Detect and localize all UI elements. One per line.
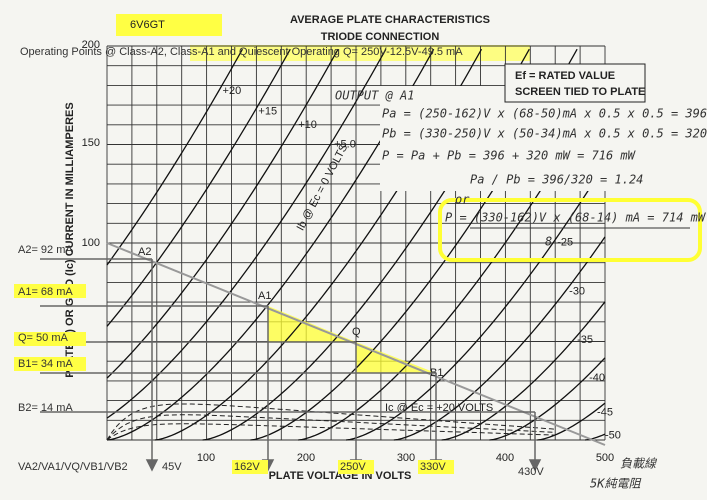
point-label: B1	[430, 367, 443, 379]
plate-curve	[106, 48, 435, 441]
highlight	[338, 460, 374, 474]
hand-line: Pa = (250-162)V x (68-50)mA x 0.5 x 0.5 …	[382, 107, 707, 121]
hand-heading: OUTPUT @ A1	[335, 89, 414, 103]
highlight	[14, 357, 86, 371]
point-label: A2	[138, 246, 151, 258]
curve-label: -25	[557, 237, 573, 249]
grid-current-curve	[106, 414, 556, 441]
hand-line: Pa / Pb = 396/320 = 1.24	[470, 173, 643, 187]
plate-curve	[537, 402, 606, 441]
curve-label: +15	[258, 106, 277, 118]
x-tick-label: 500	[596, 452, 614, 464]
note-box	[504, 63, 646, 103]
voltage-value: 162V	[234, 461, 260, 473]
hand-divisor: 8	[545, 235, 552, 249]
y-tick-label: 100	[82, 237, 100, 249]
hand-note: 5K純電阻	[590, 477, 641, 491]
current-label: Q= 50 mA	[18, 332, 68, 344]
grid-current-curve	[106, 403, 556, 441]
current-label: B2= 14 mA	[18, 402, 73, 414]
triangle-a	[268, 306, 356, 342]
plate-curve	[106, 48, 387, 419]
note-bg	[380, 86, 655, 191]
curve-label: -45	[597, 406, 613, 418]
highlight	[418, 460, 454, 474]
current-label: A1= 68 mA	[18, 286, 73, 298]
highlight	[232, 460, 268, 474]
highlight	[14, 332, 86, 346]
hand-alt: P = (330-162)V x (68-14) mA = 714 mW	[445, 211, 707, 225]
voltage-value: 45V	[162, 461, 182, 473]
plate-curve	[441, 301, 606, 441]
grid-current-label: Ic @ Ec = +20 VOLTS	[385, 402, 493, 414]
x-tick-label: 400	[496, 452, 514, 464]
y-tick-label: 150	[82, 137, 100, 149]
curve-label: +10	[298, 119, 317, 131]
hand-or: or	[455, 193, 470, 207]
highlight-box	[438, 198, 702, 262]
arrows	[40, 258, 542, 472]
curve-label: +5.0	[334, 139, 356, 151]
curve-label: -35	[577, 334, 593, 346]
current-label: A2= 92 mA	[18, 244, 73, 256]
triangle-b	[356, 342, 436, 373]
highlight	[190, 45, 530, 61]
x-tick-label: 300	[397, 452, 415, 464]
hand-line: Pb = (330-250)V x (50-34)mA x 0.5 x 0.5 …	[382, 127, 707, 141]
y-tick-label: 200	[82, 39, 100, 51]
voltage-label: VA2/VA1/VQ/VB1/VB2	[18, 461, 128, 473]
plate-curve	[345, 163, 606, 441]
curve-label: -30	[569, 285, 585, 297]
plate-curve	[106, 48, 291, 327]
highlight	[14, 284, 86, 298]
note: Ef = RATED VALUE	[515, 70, 615, 82]
hand-line: P = Pa + Pb = 396 + 320 mW = 716 mW	[382, 149, 637, 163]
x-axis-label: PLATE VOLTAGE IN VOLTS	[269, 470, 412, 482]
current-label: B1= 34 mA	[18, 358, 73, 370]
hand-note: 負載線	[620, 457, 658, 471]
grid-current-curve	[106, 423, 556, 441]
highlight	[116, 14, 222, 36]
plate-curve	[489, 357, 606, 441]
curve-label: -40	[589, 372, 605, 384]
note: SCREEN TIED TO PLATE	[515, 86, 645, 98]
curve-label: -50	[605, 430, 621, 442]
tube: 6V6GT	[130, 19, 165, 31]
curve-label: +20	[223, 85, 242, 97]
x-tick-label: 200	[297, 452, 315, 464]
voltage-value: 430V	[518, 466, 544, 478]
voltage-value: 330V	[420, 461, 446, 473]
plate-curve	[106, 48, 244, 266]
subtitle: TRIODE CONNECTION	[321, 31, 440, 43]
y-axis-label: PLATE (I) OR GRID (Ic) CURRENT IN MILLIA…	[64, 102, 76, 377]
point-label: A1	[258, 290, 271, 302]
operating-points: Operating Points @ Class-A2, Class-A1 an…	[20, 46, 463, 58]
curves: +20+15+10+5.0-5.0-10-15-20-25-30-35-40-4…	[106, 48, 621, 442]
x-tick-label: 100	[197, 452, 215, 464]
voltage-value: 250V	[340, 461, 366, 473]
point-label: Q	[352, 326, 361, 338]
plate-curve	[106, 48, 339, 379]
title: AVERAGE PLATE CHARACTERISTICS	[290, 14, 490, 26]
plate-curve	[584, 433, 606, 441]
